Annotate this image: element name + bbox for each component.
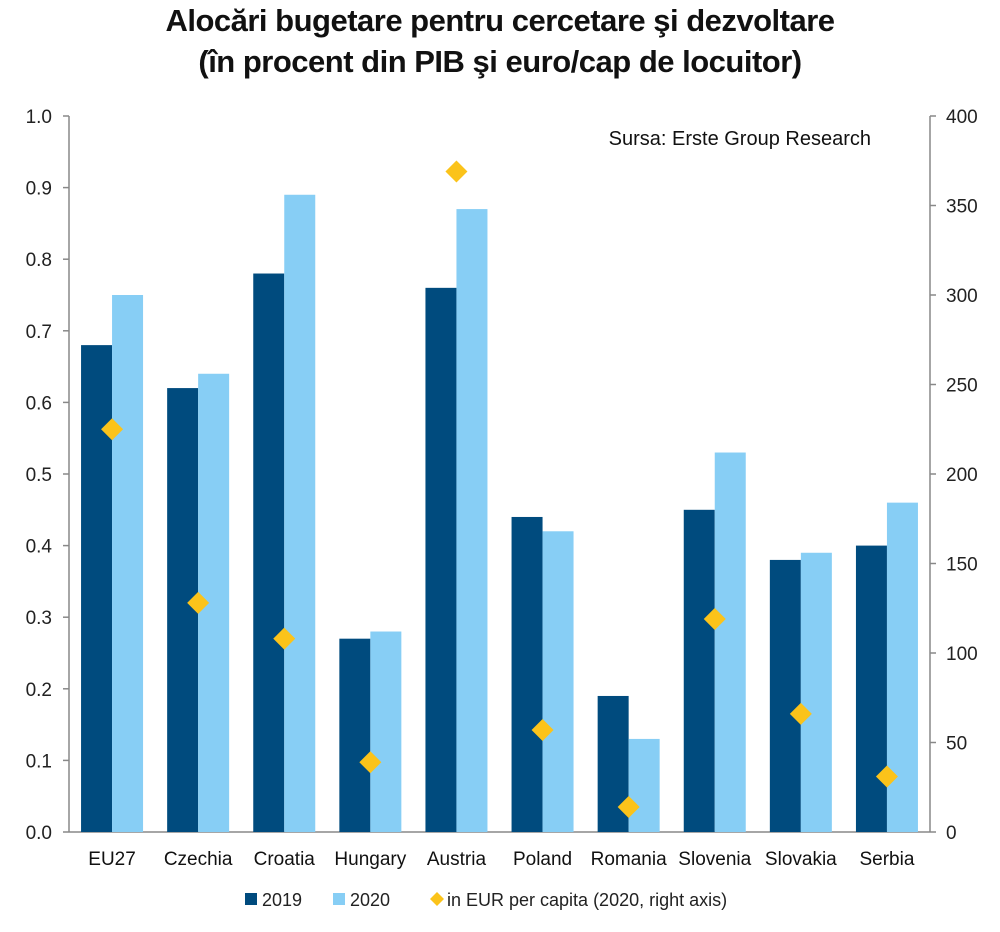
left-tick-label: 0.0	[26, 823, 52, 844]
marker-per-capita-Slovakia	[789, 702, 812, 725]
left-tick-label: 0.7	[26, 322, 52, 343]
marker-per-capita-Croatia	[273, 627, 296, 650]
bar-2020-Poland	[542, 531, 574, 832]
chart-title-line1: Alocări bugetare pentru cercetare şi dez…	[165, 3, 835, 38]
left-tick-label: 1.0	[26, 107, 52, 128]
legend: 2019 2020 in EUR per capita (2020, right a…	[245, 890, 727, 910]
legend-swatch-2020	[333, 893, 345, 905]
marker-per-capita-Slovenia	[703, 607, 726, 630]
category-label-Slovenia: Slovenia	[678, 849, 751, 870]
category-label-Hungary: Hungary	[334, 849, 406, 870]
legend-swatch-per-capita	[430, 892, 444, 906]
category-label-Austria: Austria	[427, 849, 487, 870]
bar-2020-Romania	[628, 738, 660, 832]
right-tick-label: 100	[946, 644, 978, 665]
bar-2020-Croatia	[284, 194, 316, 832]
right-tick-label: 200	[946, 465, 978, 486]
right-tick-label: 50	[946, 734, 967, 755]
marker-per-capita-Czechia	[187, 591, 210, 614]
marker-per-capita-EU27	[101, 418, 124, 441]
marker-per-capita-Serbia	[875, 765, 898, 788]
marker-per-capita-Austria	[445, 160, 468, 183]
right-tick-label: 350	[946, 197, 978, 218]
marker-per-capita-Romania	[617, 795, 640, 818]
right-tick-label: 0	[946, 823, 957, 844]
left-tick-label: 0.3	[26, 608, 52, 629]
right-axis-ticks: 0 50 100 150 200 250 300 350 400	[930, 107, 978, 844]
bar-2020-EU27	[112, 295, 144, 832]
left-axis-ticks: 0.0 0.1 0.2 0.3 0.4 0.5 0.6 0.7 0.8 0.9 1.0	[26, 107, 69, 844]
bar-2019-Croatia	[253, 273, 285, 832]
bar-2020-Austria	[456, 209, 488, 832]
legend-label-in EUR per capita (2020, right axis): in EUR per capita (2020, right axis)	[447, 890, 727, 910]
bar-2019-Czechia	[167, 388, 199, 832]
chart-title: Alocări bugetare pentru cercetare şi dez…	[0, 0, 1000, 82]
bar-2019-Slovenia	[683, 509, 715, 832]
right-tick-label: 300	[946, 286, 978, 307]
left-tick-label: 0.6	[26, 393, 52, 414]
category-label-Czechia: Czechia	[164, 849, 233, 870]
category-label-Romania: Romania	[591, 849, 667, 870]
left-tick-label: 0.5	[26, 465, 52, 486]
category-label-Poland: Poland	[513, 849, 572, 870]
bar-2019-EU27	[81, 345, 113, 832]
bar-2019-Austria	[425, 287, 457, 833]
left-tick-label: 0.9	[26, 179, 52, 200]
left-tick-label: 0.2	[26, 680, 52, 701]
left-tick-label: 0.4	[26, 537, 53, 558]
chart-title-line2: (în procent din PIB şi euro/cap de locui…	[198, 44, 802, 79]
left-tick-label: 0.1	[26, 751, 52, 772]
bar-2020-Hungary	[370, 631, 402, 832]
left-tick-label: 0.8	[26, 250, 52, 271]
bar-2019-Hungary	[339, 638, 371, 832]
marker-per-capita-Poland	[531, 718, 554, 741]
right-tick-label: 400	[946, 107, 978, 128]
category-label-Serbia: Serbia	[859, 849, 914, 870]
bar-2020-Slovakia	[800, 552, 832, 832]
bar-2020-Slovenia	[714, 452, 746, 832]
source-note: Sursa: Erste Group Research	[609, 128, 871, 150]
category-label-EU27: EU27	[88, 849, 136, 870]
bar-2019-Slovakia	[769, 559, 801, 832]
bar-2019-Poland	[511, 516, 543, 832]
legend-label-2019: 2019	[262, 890, 302, 910]
legend-label-2020: 2020	[350, 890, 390, 910]
marker-per-capita-Hungary	[359, 751, 382, 774]
category-labels: EU27 Czechia Croatia Hungary Austria Poland Ro…	[88, 849, 915, 870]
right-tick-label: 150	[946, 555, 978, 576]
legend-swatch-2019	[245, 893, 257, 905]
category-label-Croatia: Croatia	[254, 849, 316, 870]
right-tick-label: 250	[946, 376, 978, 397]
bar-2019-Serbia	[855, 545, 887, 832]
per-capita-markers	[101, 160, 898, 818]
bars	[81, 194, 918, 833]
category-label-Slovakia: Slovakia	[765, 849, 837, 870]
